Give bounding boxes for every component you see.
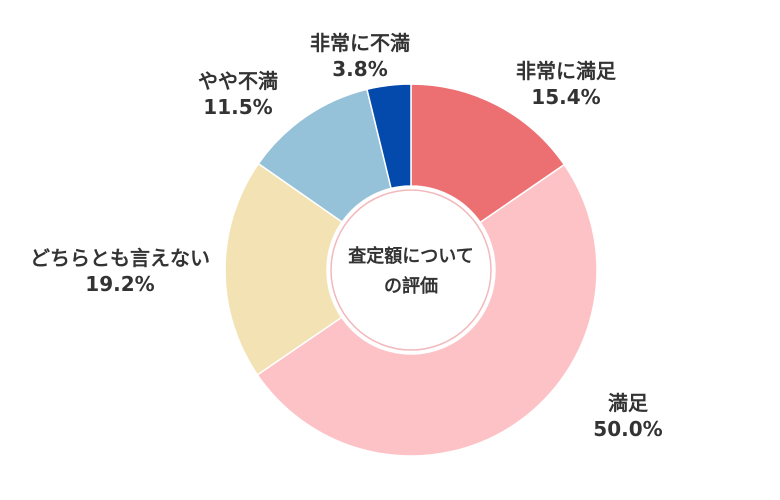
center-label-line2: の評価 [384, 275, 438, 297]
slice-name-label-4: 非常に不満 [310, 31, 410, 55]
slice-value-label-0: 15.4% [531, 85, 600, 109]
center-hole [327, 186, 495, 354]
center-label-line1: 査定額について [348, 245, 473, 267]
center-ring [330, 189, 492, 351]
slice-value-label-2: 19.2% [85, 272, 154, 296]
slices-layer [224, 83, 598, 457]
slice-name-label-2: どちらとも言えない [30, 246, 210, 270]
slice-name-label-3: やや不満 [198, 69, 278, 93]
slice-value-label-3: 11.5% [203, 95, 272, 119]
slice-name-label-1: 満足 [608, 391, 649, 415]
slice-value-label-4: 3.8% [332, 57, 387, 81]
slice-name-label-0: 非常に満足 [516, 59, 617, 83]
slice-value-label-1: 50.0% [593, 417, 662, 441]
